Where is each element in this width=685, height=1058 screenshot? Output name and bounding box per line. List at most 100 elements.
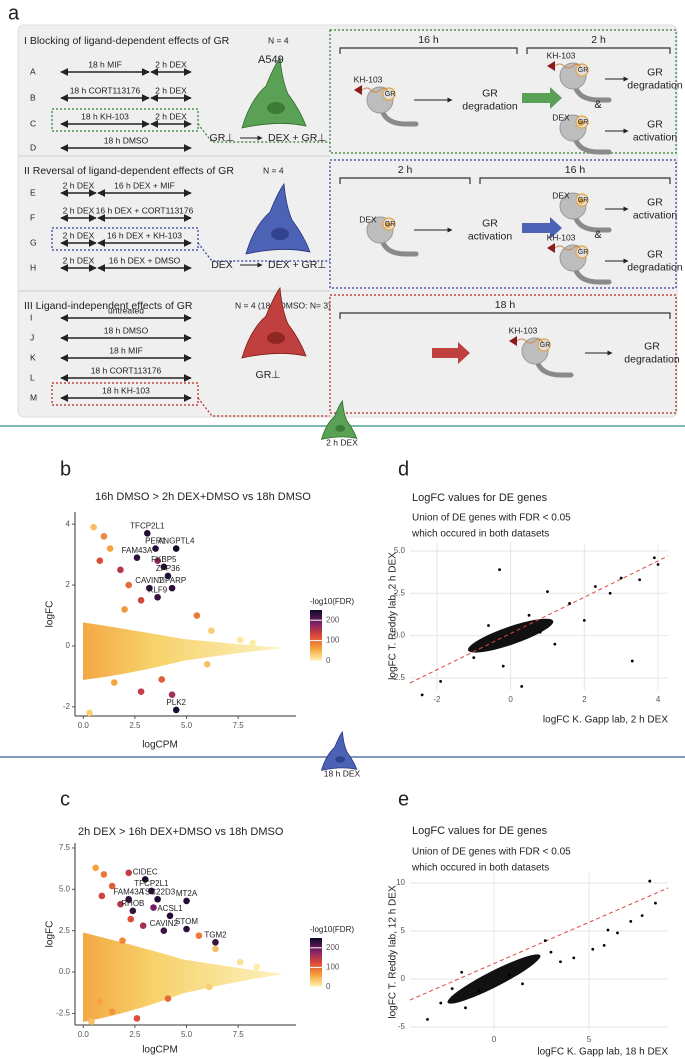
degrader-head [547,61,555,71]
treatment-label: 2 h DEX [63,205,95,215]
x-tick-label: 7.5 [233,721,245,730]
data-point [591,947,595,951]
data-point [183,897,190,905]
formula-term: DEX [211,259,233,271]
data-point [507,973,511,977]
data-point [608,591,612,595]
data-point [236,636,244,644]
data-point [450,987,454,991]
timeline-label: 2 h [591,34,606,46]
receptor-label: GR [578,67,589,74]
data-point [439,1001,443,1005]
x-tick-label: 2.5 [129,721,141,730]
data-point [98,892,106,900]
data-point [150,904,157,911]
y-axis-label: logFC [45,601,56,628]
row-letter: M [30,392,37,402]
timeline-bracket [339,312,671,319]
y-axis-label: logFC [45,921,56,948]
outcome-label: GR [647,66,663,78]
data-point [656,563,660,566]
row-letter: D [30,142,36,152]
data-point [426,1017,429,1021]
x-tick-label: 2.5 [129,1030,141,1039]
legend-tick-label: 200 [326,943,340,952]
treatment-label: 16 h DEX + CORT113176 [96,205,194,215]
data-point [125,895,133,903]
point-label: FAM43A [122,546,153,555]
ligand-label: KH-103 [354,74,383,84]
receptor-label: GR [578,119,589,126]
cell [245,182,311,255]
degrader-linker [554,245,582,251]
data-point [521,982,524,986]
cell [320,730,358,771]
fit-line [409,555,669,684]
data-point [606,928,610,932]
and-sign: & [594,99,602,111]
data-point [487,624,490,627]
legend-title: -log10(FDR) [310,597,354,606]
degrader-linker [361,87,389,93]
data-point [108,882,116,890]
outcome-label: degradation [627,79,683,91]
row-letter: B [30,92,36,102]
ligand-label: KH-103 [509,325,538,335]
panel-label: a [8,2,20,24]
data-point [527,613,531,617]
data-point [154,593,161,601]
treatment-label: 16 h DEX + KH-103 [107,230,182,240]
y-tick-label: 5.0 [59,884,71,893]
point-label: CAVIN2 [135,576,164,585]
highlight-connector [197,123,330,143]
section-n: N = 4 [268,35,289,45]
x-axis-label: logCPM [142,740,178,751]
data-point [168,691,176,698]
fit-line [409,887,669,1001]
receptor-label: GR [385,91,396,98]
data-point [106,545,114,552]
dex-ligand [578,198,584,204]
x-tick-label: 2 [582,695,587,704]
data-point [582,618,586,622]
dex-ligand [385,222,391,228]
data-point [117,900,124,908]
block-arrow [432,342,470,364]
timeline-label: 16 h [565,164,586,176]
treatment-label: 2 h DEX [155,111,187,121]
outcome-label: GR [482,217,498,229]
nucleus [335,425,346,432]
x-axis-label: logCPM [142,1045,178,1056]
section-n: N = 4 [263,165,284,175]
block-arrow [522,217,562,239]
y-tick-label: 5 [401,926,406,935]
panel-label: c [60,788,70,810]
data-point [133,554,141,561]
nucleus [335,756,346,763]
legend-tick-label: 100 [326,963,340,972]
y-tick-label: 7.5 [59,843,71,852]
cell [241,286,307,359]
data-point [203,660,211,668]
point-label: TFCP2L1 [134,879,169,888]
data-point [640,914,644,918]
highlight-connector [197,242,330,262]
data-point [543,939,547,943]
data-point [193,612,201,619]
timeline-bracket [479,177,671,184]
y-tick-label: -2.5 [56,1009,70,1018]
data-point [464,1006,467,1010]
treatment-label: 18 h CORT113176 [91,365,162,375]
block-arrow [522,87,562,109]
y-tick-label: -2.5 [391,673,405,682]
row-letter: E [30,187,36,197]
x-tick-label: 4 [656,695,661,704]
data-point [236,958,244,966]
binding-pocket [575,63,589,77]
legend-tick-label: 0 [326,656,331,665]
data-point [501,664,505,668]
data-point [652,556,656,560]
data-point [420,693,424,697]
timeline-label: 16 h [418,34,439,46]
legend-colorbar [310,938,322,987]
